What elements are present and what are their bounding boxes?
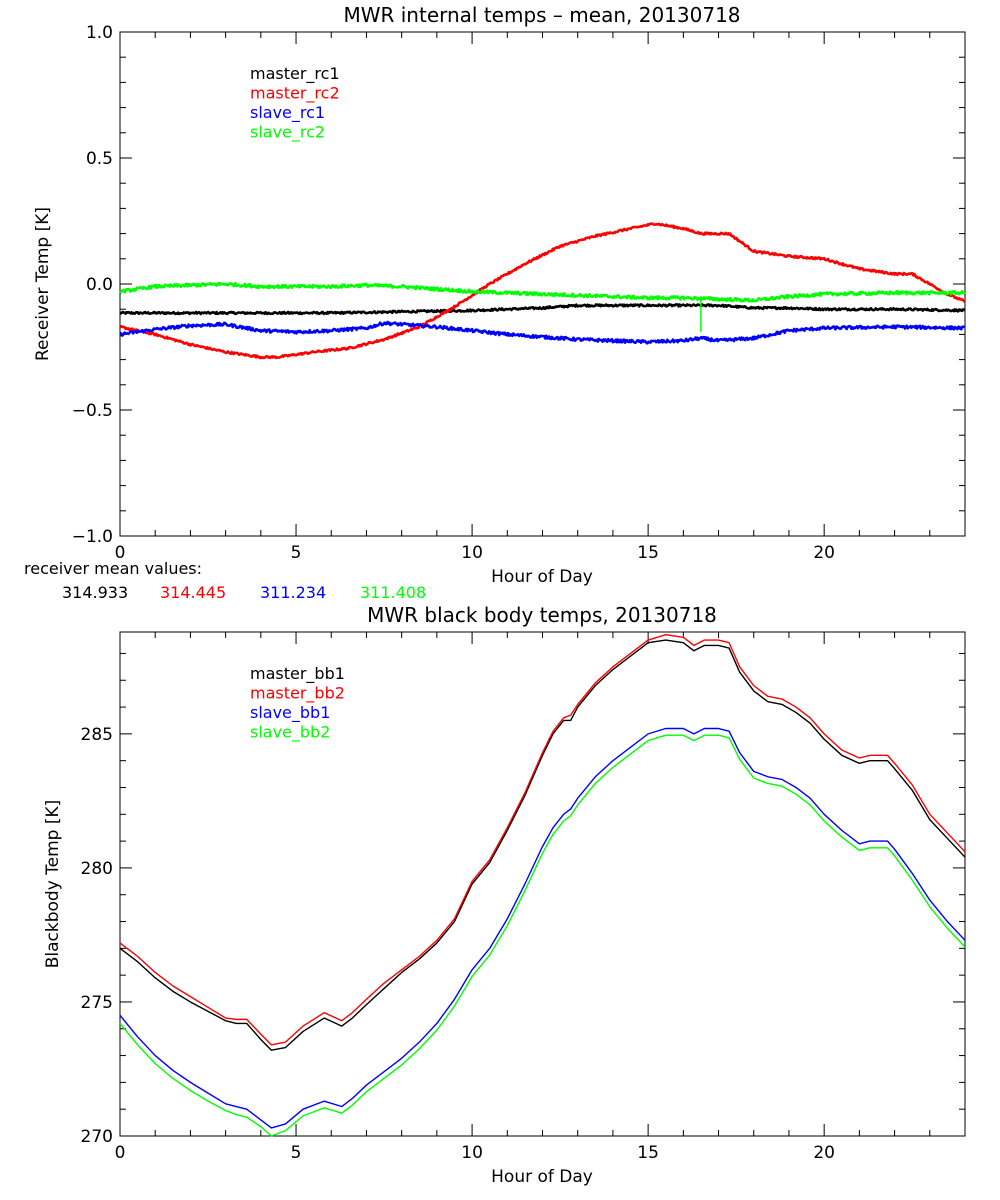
axis-ticks: 0 5 10 15 20 270 275 280 285 — [81, 632, 966, 1163]
y-tick-label: 280 — [81, 859, 113, 879]
series-line-master-rc1 — [119, 303, 966, 316]
receiver-mean-value-slave-rc1: 311.234 — [260, 583, 326, 602]
receiver-temp-panel: MWR internal temps – mean, 20130718 0 5 10… — [24, 3, 967, 602]
y-axis-label: Blackbody Temp [K] — [43, 800, 63, 969]
x-tick-label: 15 — [637, 1143, 659, 1163]
plot-title: MWR black body temps, 20130718 — [367, 603, 717, 627]
y-tick-label: 275 — [81, 993, 113, 1013]
x-axis-label: Hour of Day — [491, 1167, 593, 1187]
x-tick-label: 10 — [461, 1143, 483, 1163]
plot-title: MWR internal temps – mean, 20130718 — [343, 3, 740, 27]
x-tick-label: 0 — [115, 543, 126, 563]
legend-item-master-bb1: master_bb1 — [250, 664, 345, 684]
plot-frame — [119, 631, 966, 1137]
y-tick-label: 285 — [81, 725, 113, 745]
series-line-master-bb2 — [119, 633, 966, 1046]
y-tick-label: 0.5 — [86, 149, 113, 169]
series-group — [119, 222, 967, 360]
legend-item-slave-rc2: slave_rc2 — [250, 123, 325, 143]
blackbody-temp-panel: MWR black body temps, 20130718 0 5 10 15 20 2… — [43, 603, 966, 1187]
receiver-mean-value-master-rc2: 314.445 — [160, 583, 226, 602]
x-tick-label: 5 — [291, 1143, 302, 1163]
y-tick-label: 270 — [81, 1127, 113, 1147]
y-axis-label: Receiver Temp [K] — [33, 207, 53, 361]
receiver-mean-label: receiver mean values: — [24, 559, 202, 578]
legend-item-master-rc2: master_rc2 — [250, 84, 340, 104]
receiver-mean-annotation: receiver mean values: 314.933 314.445 31… — [24, 559, 426, 602]
series-line-slave-bb1 — [119, 727, 966, 1129]
axis-ticks: 0 5 10 15 20 −1.0 −0.5 0.0 0.5 1.0 — [72, 23, 966, 563]
x-axis-label: Hour of Day — [491, 567, 593, 587]
series-line-slave-bb2 — [119, 734, 966, 1137]
y-tick-label: 1.0 — [86, 23, 113, 43]
series-line-master-bb1 — [119, 639, 966, 1051]
y-tick-label: −1.0 — [72, 527, 113, 547]
x-tick-label: 5 — [291, 543, 302, 563]
x-tick-label: 10 — [461, 543, 483, 563]
x-tick-label: 20 — [813, 543, 835, 563]
x-tick-label: 15 — [637, 543, 659, 563]
y-tick-label: −0.5 — [72, 401, 113, 421]
series-line-slave-rc1 — [119, 320, 966, 345]
x-tick-label: 20 — [813, 1143, 835, 1163]
receiver-mean-value-master-rc1: 314.933 — [62, 583, 128, 602]
legend-item-slave-bb2: slave_bb2 — [250, 723, 330, 743]
legend-item-slave-bb1: slave_bb1 — [250, 703, 330, 723]
y-tick-label: 0.0 — [86, 275, 113, 295]
receiver-mean-value-slave-rc2: 311.408 — [360, 583, 426, 602]
legend-item-slave-rc1: slave_rc1 — [250, 103, 325, 123]
series-line-master-rc2 — [119, 222, 967, 360]
legend-item-master-bb2: master_bb2 — [250, 684, 345, 704]
series-line-slave-rc2 — [119, 281, 966, 303]
x-tick-label: 0 — [115, 1143, 126, 1163]
legend-item-master-rc1: master_rc1 — [250, 64, 340, 84]
series-group — [119, 633, 966, 1137]
